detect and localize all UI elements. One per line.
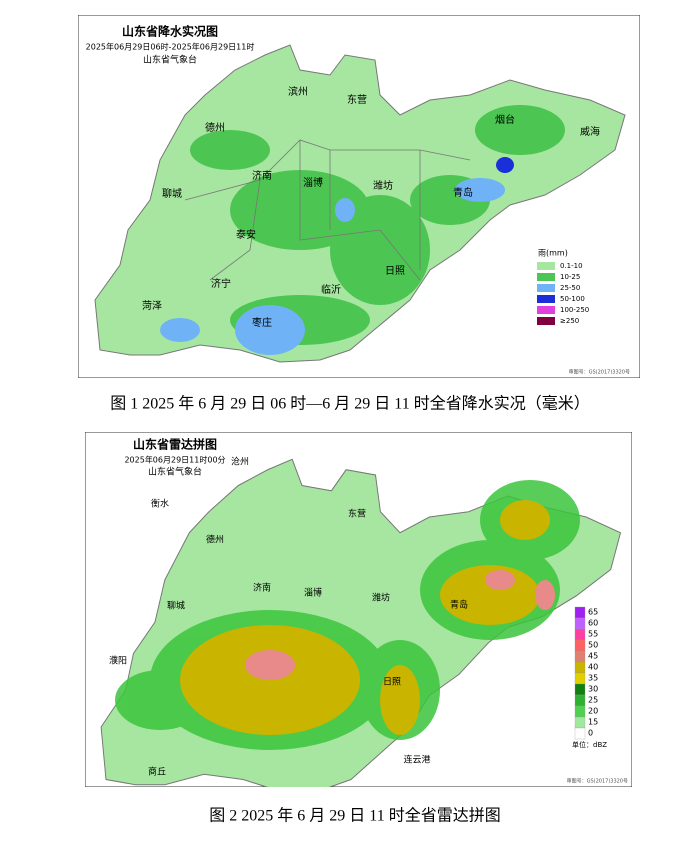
approval-number: 审图号：GS(2017)3320号 — [569, 369, 630, 376]
legend-swatch — [574, 639, 586, 652]
city-label: 淄博 — [304, 587, 322, 599]
map-title: 山东省雷达拼图 — [133, 437, 217, 452]
legend-label: 100-250 — [560, 306, 589, 314]
city-label: 德州 — [206, 534, 224, 546]
city-label: 济南 — [253, 582, 271, 594]
city-label: 潍坊 — [373, 179, 393, 192]
legend-label: 20 — [588, 707, 598, 716]
city-label: 青岛 — [453, 186, 473, 199]
city-label: 烟台 — [495, 113, 515, 126]
legend-label: ≥250 — [560, 317, 579, 325]
legend-swatch — [574, 683, 586, 696]
city-label: 枣庄 — [252, 316, 272, 329]
legend-swatch — [574, 716, 586, 729]
legend-label: 25 — [588, 696, 598, 705]
city-label: 沧州 — [231, 456, 249, 468]
legend-unit: 单位：dBZ — [572, 740, 607, 749]
city-label: 菏泽 — [142, 300, 162, 312]
city-label: 濮阳 — [109, 655, 127, 667]
legend-swatch — [537, 262, 555, 270]
city-label: 临沂 — [321, 283, 341, 296]
legend-label: 50-100 — [560, 295, 585, 303]
map-issuer: 山东省气象台 — [143, 54, 197, 66]
radar-echo-strong — [245, 570, 555, 680]
city-label: 淄博 — [303, 176, 323, 189]
legend-swatch — [574, 705, 586, 718]
city-label: 滨州 — [288, 85, 308, 98]
legend-label: 10-25 — [560, 273, 580, 281]
precip-map — [78, 15, 640, 378]
approval-number: 审图号：GS(2017)3320号 — [567, 778, 628, 785]
legend-label: 30 — [588, 685, 598, 694]
figure-caption: 图 1 2025 年 6 月 29 日 06 时—6 月 29 日 11 时全省… — [110, 394, 589, 413]
legend-label: 45 — [588, 652, 598, 661]
legend-swatch — [574, 606, 586, 619]
radar-map — [85, 432, 632, 787]
legend-label: 35 — [588, 674, 598, 683]
city-label: 连云港 — [403, 754, 430, 766]
legend-title: 雨(mm) — [538, 249, 568, 258]
city-label: 潍坊 — [372, 592, 390, 604]
legend-swatch — [574, 672, 586, 685]
city-label: 济南 — [252, 169, 272, 182]
legend-swatch — [574, 650, 586, 663]
legend-swatch — [574, 661, 586, 674]
legend-label: 40 — [588, 663, 598, 672]
city-label: 聊城 — [167, 600, 185, 612]
legend-swatch — [537, 284, 555, 292]
figure-caption: 图 2 2025 年 6 月 29 日 11 时全省雷达拼图 — [209, 807, 500, 825]
city-label: 东营 — [348, 508, 366, 520]
legend-label: 65 — [588, 608, 598, 617]
legend-swatch — [574, 628, 586, 641]
legend-label: 0 — [588, 729, 593, 738]
legend-label: 25-50 — [560, 284, 580, 292]
legend-swatch — [574, 694, 586, 707]
city-label: 青岛 — [450, 599, 468, 611]
city-label: 威海 — [580, 125, 600, 138]
city-label: 衡水 — [151, 498, 169, 510]
city-label: 东营 — [347, 93, 367, 106]
rain-25-50 — [160, 178, 505, 355]
city-label: 济宁 — [211, 277, 231, 290]
legend-swatch — [537, 273, 555, 281]
legend-swatch — [537, 306, 555, 314]
map-time: 2025年06月29日06时-2025年06月29日11时 — [86, 42, 255, 52]
map-title: 山东省降水实况图 — [122, 24, 218, 39]
legend-label: 15 — [588, 718, 598, 727]
city-label: 日照 — [383, 677, 401, 688]
legend-swatch — [537, 295, 555, 303]
city-label: 德州 — [205, 121, 225, 134]
map-time: 2025年06月29日11时00分 — [124, 455, 225, 465]
city-label: 日照 — [385, 265, 405, 277]
legend-swatch — [574, 617, 586, 630]
city-label: 聊城 — [162, 187, 182, 200]
city-borders — [184, 139, 471, 281]
legend-label: 55 — [588, 630, 598, 639]
city-label: 商丘 — [148, 766, 166, 778]
legend-swatch — [574, 727, 586, 740]
map-issuer: 山东省气象台 — [148, 466, 202, 478]
rain-50-100 — [496, 157, 514, 173]
legend-swatch — [537, 317, 555, 325]
legend-label: 0.1-10 — [560, 262, 583, 270]
legend-label: 50 — [588, 641, 598, 650]
city-label: 泰安 — [236, 228, 256, 241]
legend-label: 60 — [588, 619, 598, 628]
